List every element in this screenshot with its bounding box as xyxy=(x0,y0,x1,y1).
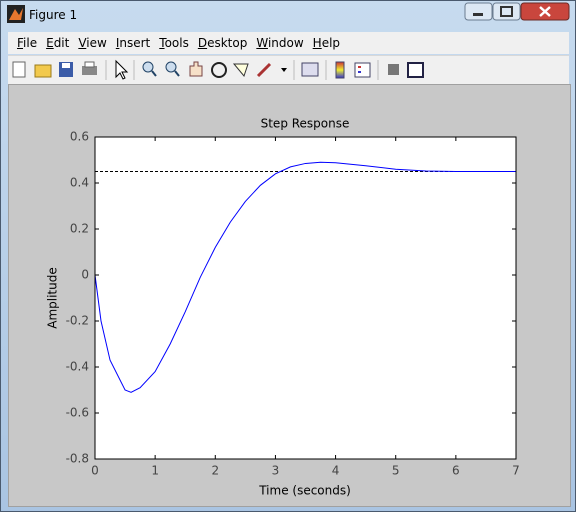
y-tick-label: 0 xyxy=(81,268,89,282)
x-tick-label: 2 xyxy=(211,464,219,478)
y-tick-label: 0.4 xyxy=(70,176,89,190)
x-tick-label: 6 xyxy=(452,464,460,478)
response-line xyxy=(94,161,516,393)
y-tick-label: -0.4 xyxy=(66,360,89,374)
toolbar-icons[interactable] xyxy=(8,56,569,84)
x-tick-label: 4 xyxy=(332,464,340,478)
x-tick-label: 5 xyxy=(392,464,400,478)
menu-item[interactable]: File xyxy=(17,36,38,50)
chart: Step Response Time (seconds) Amplitude 0… xyxy=(46,117,520,498)
axes-box xyxy=(94,136,517,460)
figure-area: Step Response Time (seconds) Amplitude 0… xyxy=(8,84,571,507)
x-tick-label: 0 xyxy=(91,464,99,478)
x-axis-label: Time (seconds) xyxy=(258,484,351,498)
x-tick-label: 1 xyxy=(151,464,159,478)
menu-item[interactable]: Tools xyxy=(159,36,189,50)
chart-title: Step Response xyxy=(261,117,350,131)
plot-area xyxy=(95,137,516,459)
menu-bar: File Edit View Insert Tools Desktop Window Help xyxy=(8,32,569,54)
menu-item[interactable]: Desktop xyxy=(197,36,248,50)
menu-item[interactable]: Window xyxy=(256,36,304,50)
title-bar: Figure 1 xyxy=(1,1,575,29)
menu-item[interactable]: View xyxy=(78,36,107,50)
app-icon xyxy=(7,5,25,23)
y-tick-label: -0.2 xyxy=(66,314,89,328)
x-tick-label: 7 xyxy=(512,464,520,478)
y-tick-label: 0.2 xyxy=(70,222,89,236)
y-tick-label: -0.8 xyxy=(66,452,89,466)
toolbar xyxy=(8,55,569,84)
menu-item[interactable]: Edit xyxy=(46,36,70,50)
y-axis-label: Amplitude xyxy=(46,267,60,329)
y-tick-label: 0.6 xyxy=(70,130,89,144)
menu-item[interactable]: Help xyxy=(312,36,341,50)
window-controls[interactable] xyxy=(463,2,575,22)
window-title: Figure 1 xyxy=(29,8,78,22)
y-tick-label: -0.6 xyxy=(66,406,89,420)
x-tick-label: 3 xyxy=(272,464,280,478)
menu-item[interactable]: Insert xyxy=(115,36,151,50)
